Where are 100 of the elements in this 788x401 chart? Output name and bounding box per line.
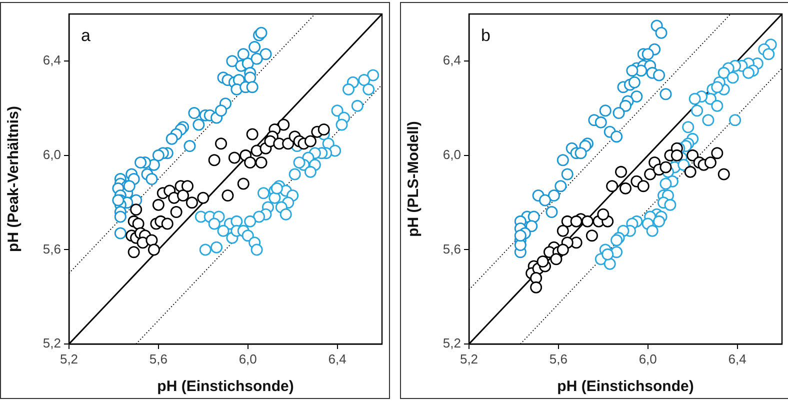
- y-tick-label: 5,2: [442, 336, 461, 351]
- point: [250, 52, 263, 65]
- annotation: a: [81, 26, 91, 46]
- point: [620, 100, 632, 112]
- point: [134, 156, 147, 168]
- y-axis-title: pH (PLS-Modell): [405, 121, 422, 237]
- point: [228, 152, 240, 164]
- point: [132, 218, 144, 230]
- point: [242, 230, 254, 242]
- point: [660, 178, 672, 190]
- point: [146, 173, 158, 185]
- point: [574, 147, 587, 160]
- point: [208, 154, 220, 166]
- point: [250, 244, 263, 256]
- point: [554, 180, 567, 192]
- point: [655, 26, 668, 39]
- point: [304, 166, 316, 178]
- point: [660, 88, 672, 100]
- point: [606, 180, 618, 192]
- point: [255, 156, 268, 168]
- y-tick-label: 6,4: [442, 52, 461, 68]
- point: [678, 158, 690, 171]
- point: [742, 66, 754, 79]
- point: [260, 48, 272, 60]
- point: [602, 248, 614, 260]
- point: [586, 230, 598, 242]
- point: [546, 206, 558, 218]
- point: [255, 26, 268, 39]
- point: [288, 168, 301, 180]
- point: [561, 168, 574, 180]
- point: [293, 156, 306, 168]
- point: [161, 218, 174, 230]
- x-tick-label: 5,6: [149, 351, 168, 366]
- y-tick-label: 5,2: [42, 336, 61, 351]
- point: [630, 90, 643, 102]
- point: [318, 124, 330, 136]
- point: [215, 104, 228, 117]
- point: [351, 100, 364, 112]
- point: [646, 224, 658, 237]
- point: [610, 130, 623, 143]
- point: [280, 208, 292, 220]
- point: [181, 180, 194, 192]
- point: [282, 138, 294, 150]
- point: [556, 154, 569, 166]
- point: [610, 234, 623, 246]
- y-tick-label: 6,0: [442, 147, 461, 162]
- point: [246, 128, 258, 140]
- point: [664, 198, 676, 211]
- point: [536, 256, 549, 268]
- point: [702, 114, 714, 126]
- x-tick-label: 6,0: [638, 351, 657, 366]
- point: [210, 241, 223, 254]
- point: [612, 107, 625, 119]
- point: [644, 168, 656, 180]
- point: [358, 74, 370, 86]
- point: [197, 192, 210, 204]
- point: [704, 156, 716, 168]
- x-axis-title: pH (Einstichsonde): [557, 378, 694, 396]
- point: [342, 83, 354, 96]
- point: [244, 156, 256, 168]
- point: [599, 104, 612, 117]
- point: [248, 41, 261, 53]
- point: [152, 198, 164, 211]
- point: [653, 215, 666, 228]
- point: [718, 168, 730, 180]
- point: [331, 104, 344, 117]
- point: [597, 208, 610, 220]
- point: [253, 210, 266, 223]
- point: [226, 55, 238, 68]
- point: [114, 210, 126, 223]
- point: [526, 220, 538, 232]
- annotation: b: [481, 26, 490, 46]
- point: [166, 132, 178, 145]
- point: [628, 76, 640, 88]
- point: [548, 190, 560, 202]
- point: [684, 166, 696, 178]
- point: [762, 48, 775, 60]
- point: [604, 258, 616, 270]
- point: [237, 178, 250, 190]
- point: [130, 204, 142, 216]
- point: [148, 244, 160, 256]
- x-tick-label: 5,2: [460, 351, 478, 366]
- point: [222, 190, 234, 202]
- point: [682, 121, 694, 134]
- point: [215, 138, 228, 150]
- point: [653, 69, 666, 82]
- point: [367, 69, 380, 82]
- point: [146, 234, 158, 246]
- point: [114, 227, 126, 240]
- point: [152, 149, 164, 162]
- point: [688, 92, 701, 105]
- point: [217, 224, 230, 237]
- point: [170, 206, 182, 218]
- point: [620, 182, 632, 194]
- y-tick-label: 5,6: [42, 241, 61, 256]
- point: [686, 149, 699, 162]
- point: [726, 72, 739, 84]
- y-tick-label: 5,6: [442, 241, 461, 256]
- y-axis-title: pH (Peak-Verhältnis): [5, 106, 22, 252]
- point: [556, 224, 569, 237]
